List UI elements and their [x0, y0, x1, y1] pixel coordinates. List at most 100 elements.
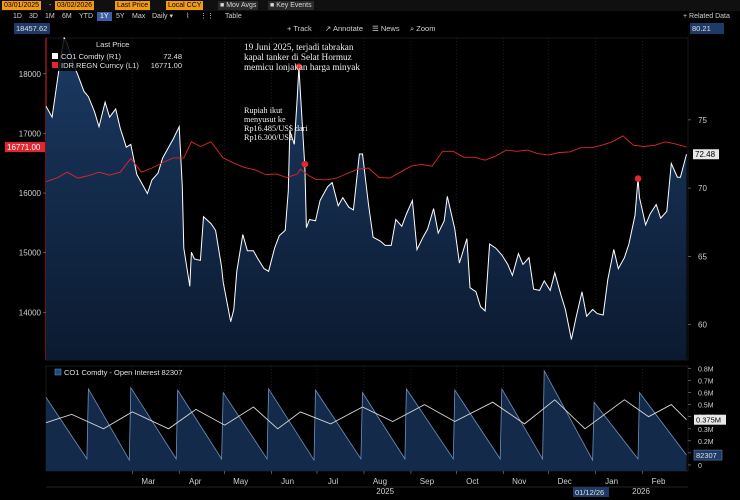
news-tool[interactable]: ☰ News	[372, 23, 400, 34]
idr-last-label: 16771.00	[7, 143, 41, 152]
cursor-date-tag	[573, 487, 609, 497]
top-left-axis-label: 18457.62	[14, 23, 50, 34]
oi-tick-label: 0	[698, 463, 702, 470]
key-events-label: Key Events	[276, 2, 312, 9]
idr-last-tag	[5, 142, 45, 153]
oi-ref-label: 0.375M	[696, 416, 721, 425]
frequency-label: Daily	[152, 13, 168, 20]
left-tick-label: 18000	[19, 70, 42, 79]
left-tick-label: 15000	[19, 249, 42, 258]
month-label: Sep	[420, 477, 435, 486]
year-label: 2025	[376, 487, 394, 496]
range-3d[interactable]: 3D	[29, 13, 38, 20]
oi-area	[46, 370, 687, 471]
left-tick-label: 14000	[19, 308, 42, 317]
range-ytd[interactable]: YTD	[79, 13, 93, 20]
legend-series-name: IDR REGN Curncy (L1)	[61, 61, 139, 70]
oi-aggregate-line	[45, 399, 687, 430]
top-right-axis-label: 80.21	[690, 23, 724, 34]
month-label: Nov	[512, 477, 526, 486]
pencil-icon: ↗	[325, 24, 333, 33]
event-annotation-text: Rp16.300/US$	[244, 133, 293, 142]
left-tick-label: 17000	[19, 129, 42, 138]
month-label: Jan	[605, 477, 618, 486]
month-label: Feb	[652, 477, 666, 486]
frequency-select[interactable]: Daily ▾	[149, 12, 176, 21]
oi-legend-swatch	[54, 368, 62, 376]
oi-tick-label: 0.7M	[698, 378, 714, 385]
year-label: 2026	[632, 487, 650, 496]
grid-icon[interactable]: ⋮⋮	[200, 13, 214, 20]
range-max[interactable]: Max	[132, 13, 146, 20]
event-marker	[634, 175, 642, 182]
event-annotation-text: 19 Juni 2025, terjadi tabrakan	[244, 42, 354, 52]
oi-last-tag	[693, 449, 723, 461]
legend-swatch	[52, 62, 58, 68]
oi-tick-label: 0.3M	[698, 427, 714, 434]
month-label: Apr	[189, 477, 202, 486]
event-annotation-text: Rupiah ikut	[244, 106, 283, 115]
annotate-label: Annotate	[332, 24, 363, 33]
event-annotation-text: menyusut ke	[244, 115, 286, 124]
month-label: Oct	[466, 477, 479, 486]
brent-line	[45, 36, 687, 340]
right-tick-label: 70	[698, 184, 707, 193]
zoom-label: Zoom	[416, 24, 436, 33]
price-field-select[interactable]: Last Price	[115, 1, 151, 10]
month-label: Mar	[141, 477, 155, 486]
chevron-down-icon: ▾	[169, 13, 174, 20]
month-label: May	[233, 477, 248, 486]
range-1m[interactable]: 1M	[45, 13, 55, 20]
key-events-toggle[interactable]: ■ Key Events	[268, 1, 314, 10]
month-label: Aug	[373, 477, 387, 486]
annotate-tool[interactable]: ↗ Annotate	[325, 23, 363, 34]
right-tick-label: 75	[698, 116, 707, 125]
range-1d[interactable]: 1D	[13, 13, 22, 20]
news-icon: ☰	[372, 24, 381, 33]
checkbox-icon: ■	[220, 2, 227, 9]
related-data-button[interactable]: + Related Data	[683, 13, 730, 20]
right-tick-label: 60	[698, 321, 707, 330]
range-6m[interactable]: 6M	[62, 13, 72, 20]
legend-series-name: CO1 Comdty (R1)	[61, 52, 122, 61]
zoom-tool[interactable]: ⌕ Zoom	[410, 23, 435, 34]
oi-last-label: 82307	[696, 451, 717, 460]
legend-box	[50, 39, 184, 71]
oi-ref-tag	[694, 414, 726, 425]
oi-tick-label: 0.6M	[698, 391, 714, 398]
event-marker	[301, 160, 309, 168]
track-tool[interactable]: + Track	[287, 23, 312, 34]
news-label: News	[380, 24, 400, 33]
track-label: Track	[293, 24, 312, 33]
event-annotation-text: Rp16.485/US$ dari	[244, 124, 308, 133]
x-axis: Mar Apr May Jun Jul Aug Sep Oct Nov Dec Jan Feb 2025…	[46, 471, 688, 497]
left-tick-label: 16000	[19, 189, 42, 198]
mov-avgs-toggle[interactable]: ■ Mov Avgs	[218, 1, 259, 10]
brent-last-tag	[693, 149, 719, 160]
oi-legend-text: CO1 Comdty - Open Interest 82307	[64, 368, 182, 377]
toolbar-top: 03/01/2025 - 03/02/2026 Last Price Local…	[0, 0, 740, 11]
oi-tick-label: 0.2M	[698, 439, 714, 446]
brent-area	[46, 38, 687, 360]
range-5y[interactable]: 5Y	[116, 13, 125, 20]
range-1y[interactable]: 1Y	[97, 12, 112, 21]
legend-series-last: 72.48	[163, 52, 182, 61]
checkbox-icon: ■	[270, 2, 277, 9]
range-bar: 1D 3D 1M 6M YTD 1Y 5Y Max Daily ▾ ⌇ ⋮⋮ T…	[0, 11, 740, 22]
event-annotation-text: kapal tanker di Selat Hormuz	[244, 52, 352, 62]
brent-last-label: 72.48	[695, 150, 716, 159]
oi-tick-label: 0.8M	[698, 366, 714, 373]
price-panel: 14000 15000 16000 17000 18000 60 65 70 75 16771.0…	[5, 36, 719, 361]
tools-bar: 18457.62 + Track ↗ Annotate ☰ News ⌕ Zoo…	[0, 22, 740, 35]
event-annotation-text: memicu lonjakan harga minyak	[244, 62, 360, 72]
mov-avgs-label: Mov Avgs	[226, 2, 257, 9]
legend-header: Last Price	[96, 40, 129, 49]
chart-type-icon[interactable]: ⌇	[186, 13, 190, 20]
month-label: Dec	[558, 477, 572, 486]
start-date-field[interactable]: 03/01/2025	[2, 1, 42, 10]
cursor-date-label: 01/12/26	[575, 488, 604, 497]
table-button[interactable]: Table	[225, 13, 242, 20]
end-date-field[interactable]: 03/02/2026	[55, 1, 95, 10]
currency-select[interactable]: Local CCY	[166, 1, 204, 10]
